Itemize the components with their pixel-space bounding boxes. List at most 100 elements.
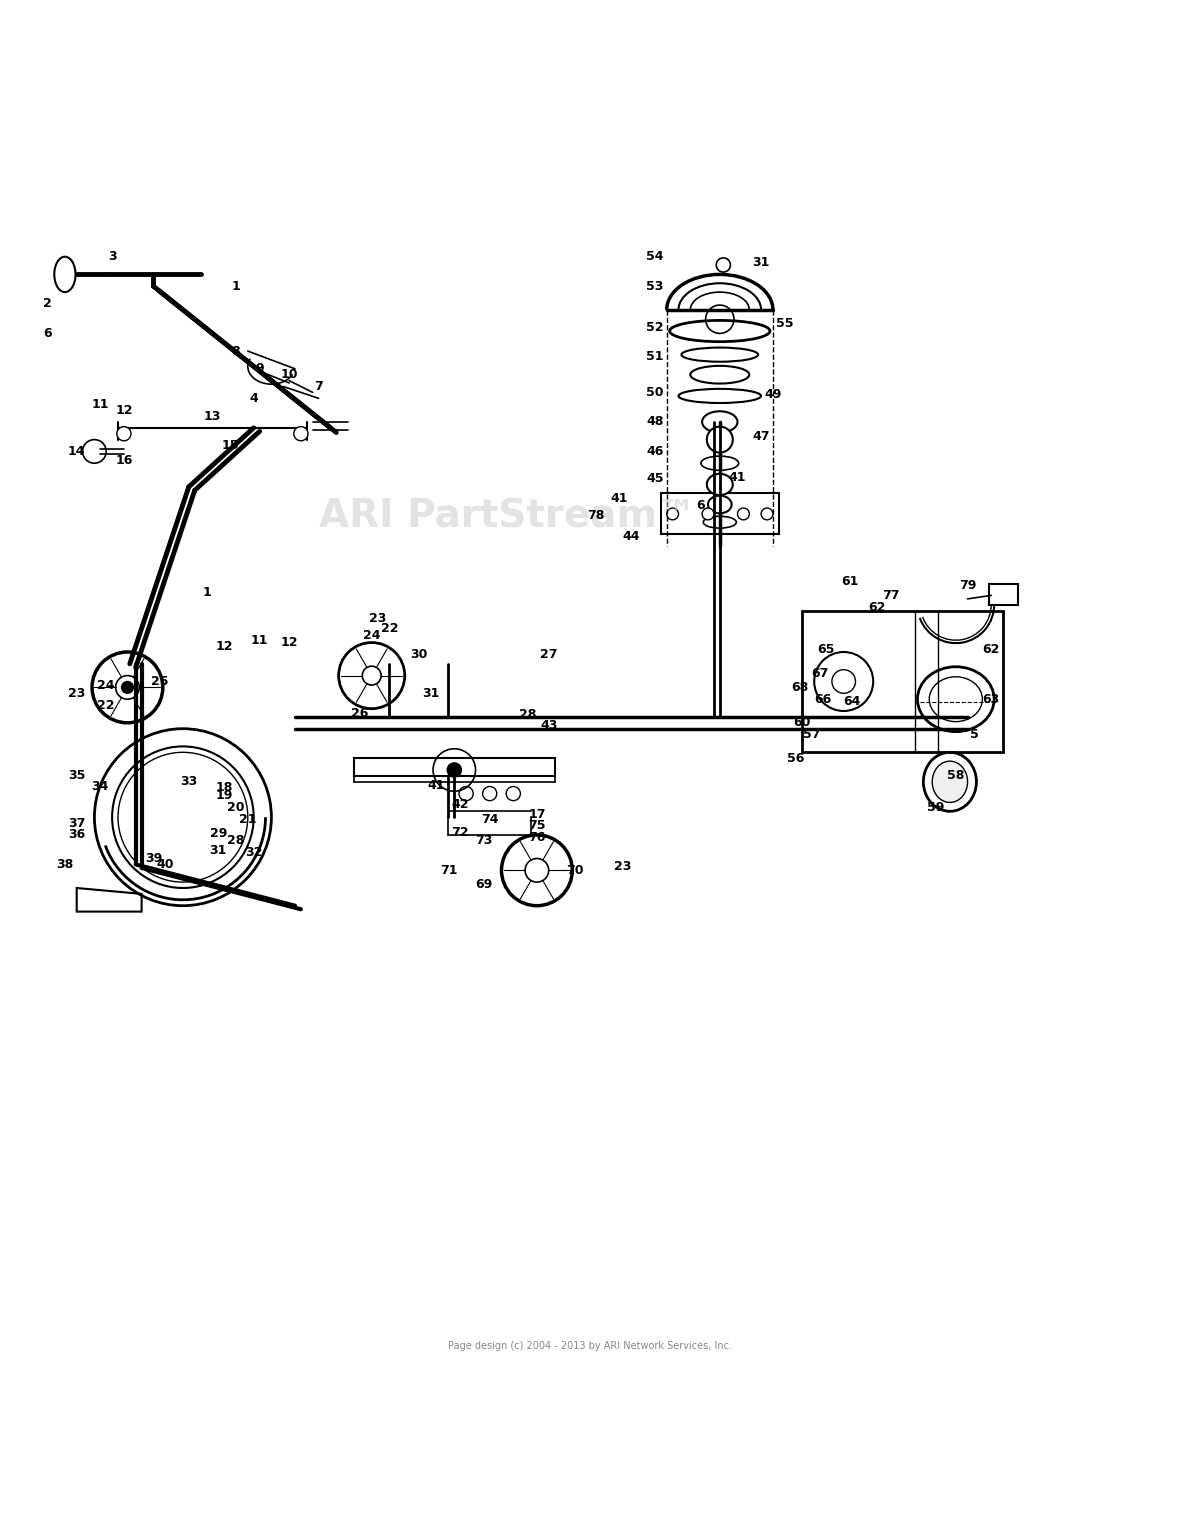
Circle shape bbox=[667, 508, 678, 521]
Text: 43: 43 bbox=[540, 719, 557, 732]
Text: 22: 22 bbox=[381, 622, 398, 634]
Circle shape bbox=[122, 682, 133, 693]
Text: 15: 15 bbox=[222, 439, 238, 453]
Text: 36: 36 bbox=[68, 829, 85, 841]
Text: 63: 63 bbox=[983, 693, 999, 705]
Text: 28: 28 bbox=[228, 835, 244, 847]
Text: ARI PartStream™: ARI PartStream™ bbox=[319, 497, 696, 536]
Text: 23: 23 bbox=[615, 861, 631, 873]
Text: 71: 71 bbox=[440, 864, 457, 876]
Circle shape bbox=[761, 508, 773, 521]
Text: 53: 53 bbox=[647, 280, 663, 293]
Text: 3: 3 bbox=[107, 249, 117, 263]
Text: 51: 51 bbox=[647, 351, 663, 363]
Text: 74: 74 bbox=[481, 813, 498, 825]
Circle shape bbox=[362, 667, 381, 685]
Text: 40: 40 bbox=[157, 858, 173, 872]
Text: 66: 66 bbox=[814, 693, 831, 705]
Text: 55: 55 bbox=[776, 317, 793, 331]
Text: 24: 24 bbox=[98, 679, 114, 691]
Text: 11: 11 bbox=[92, 397, 109, 411]
Text: 60: 60 bbox=[794, 716, 811, 730]
Circle shape bbox=[116, 676, 139, 699]
Text: 20: 20 bbox=[228, 801, 244, 815]
Text: 61: 61 bbox=[841, 574, 858, 588]
Text: 6: 6 bbox=[42, 326, 52, 340]
Text: 41: 41 bbox=[611, 493, 628, 505]
Text: 58: 58 bbox=[948, 770, 964, 782]
Text: 41: 41 bbox=[729, 471, 746, 484]
Text: 45: 45 bbox=[647, 473, 663, 485]
Bar bbox=[802, 611, 1003, 753]
Text: 18: 18 bbox=[216, 781, 232, 795]
Text: 30: 30 bbox=[411, 648, 427, 661]
Ellipse shape bbox=[702, 411, 738, 433]
Circle shape bbox=[702, 508, 714, 521]
Text: 16: 16 bbox=[116, 454, 132, 467]
Circle shape bbox=[294, 427, 308, 440]
Ellipse shape bbox=[708, 496, 732, 513]
Text: 38: 38 bbox=[57, 858, 73, 872]
Text: 70: 70 bbox=[566, 864, 583, 876]
Text: 64: 64 bbox=[844, 695, 860, 708]
Ellipse shape bbox=[707, 474, 733, 494]
Text: 67: 67 bbox=[812, 667, 828, 679]
Text: 2: 2 bbox=[42, 297, 52, 311]
Text: 26: 26 bbox=[352, 707, 368, 719]
Circle shape bbox=[832, 670, 856, 693]
Text: 73: 73 bbox=[476, 835, 492, 847]
Circle shape bbox=[738, 508, 749, 521]
Text: 79: 79 bbox=[959, 579, 976, 593]
Text: 42: 42 bbox=[452, 798, 468, 810]
Text: 31: 31 bbox=[210, 844, 227, 856]
Text: 76: 76 bbox=[529, 830, 545, 844]
Text: 62: 62 bbox=[868, 601, 885, 613]
Text: 52: 52 bbox=[647, 320, 663, 334]
Text: 65: 65 bbox=[818, 644, 834, 656]
Text: 14: 14 bbox=[68, 445, 85, 457]
Text: 72: 72 bbox=[452, 825, 468, 839]
Text: 62: 62 bbox=[983, 644, 999, 656]
Text: 10: 10 bbox=[281, 368, 297, 382]
Text: 25: 25 bbox=[151, 675, 168, 688]
Text: 34: 34 bbox=[92, 781, 109, 793]
Text: 47: 47 bbox=[753, 430, 769, 442]
Text: 21: 21 bbox=[240, 813, 256, 825]
Text: 27: 27 bbox=[540, 648, 557, 661]
Text: 75: 75 bbox=[529, 819, 545, 832]
Text: 12: 12 bbox=[281, 636, 297, 648]
Text: 28: 28 bbox=[519, 708, 536, 721]
Text: 1: 1 bbox=[231, 280, 241, 293]
Text: 9: 9 bbox=[255, 362, 264, 376]
Text: 32: 32 bbox=[245, 845, 262, 859]
Text: 4: 4 bbox=[249, 391, 258, 405]
Ellipse shape bbox=[54, 257, 76, 293]
Text: 11: 11 bbox=[251, 633, 268, 647]
Text: 35: 35 bbox=[68, 770, 85, 782]
Text: 39: 39 bbox=[145, 852, 162, 865]
Text: 13: 13 bbox=[204, 410, 221, 422]
Text: 6: 6 bbox=[696, 499, 706, 513]
Text: 7: 7 bbox=[314, 380, 323, 393]
Text: 12: 12 bbox=[216, 639, 232, 653]
Text: 19: 19 bbox=[216, 790, 232, 802]
Text: 23: 23 bbox=[369, 613, 386, 625]
Ellipse shape bbox=[707, 427, 733, 453]
Circle shape bbox=[525, 858, 549, 882]
Text: 50: 50 bbox=[647, 387, 663, 399]
Text: 44: 44 bbox=[623, 530, 640, 544]
Text: 1: 1 bbox=[202, 587, 211, 599]
Text: 57: 57 bbox=[804, 728, 820, 741]
Text: 23: 23 bbox=[68, 687, 85, 699]
Text: 46: 46 bbox=[647, 445, 663, 457]
Text: 17: 17 bbox=[529, 808, 545, 821]
Text: 49: 49 bbox=[765, 388, 781, 402]
Text: 54: 54 bbox=[647, 249, 663, 263]
Circle shape bbox=[716, 257, 730, 273]
Text: 78: 78 bbox=[588, 508, 604, 522]
Text: Page design (c) 2004 - 2013 by ARI Network Services, Inc.: Page design (c) 2004 - 2013 by ARI Netwo… bbox=[448, 1341, 732, 1351]
Bar bbox=[661, 493, 779, 534]
Ellipse shape bbox=[932, 761, 968, 802]
Text: 41: 41 bbox=[428, 779, 445, 792]
Text: 69: 69 bbox=[476, 878, 492, 892]
